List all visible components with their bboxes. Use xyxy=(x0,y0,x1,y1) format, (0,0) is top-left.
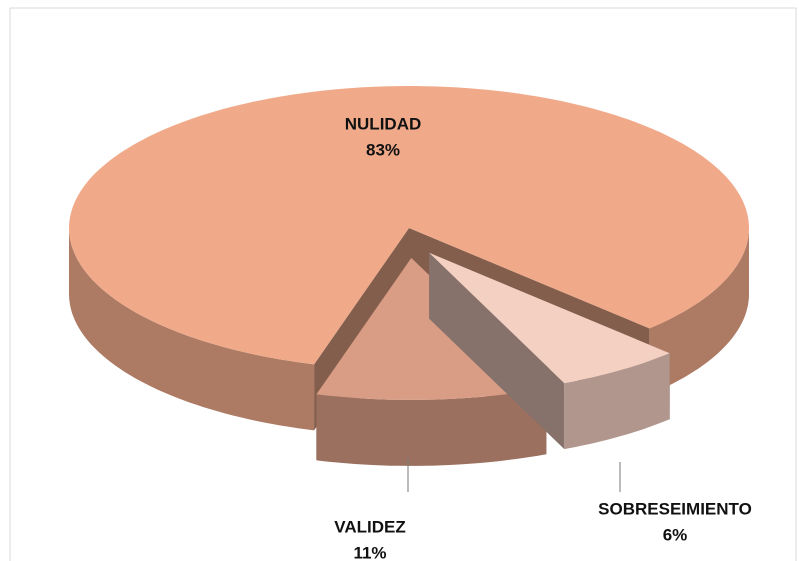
slice-wall xyxy=(69,228,315,431)
data-label-value: 6% xyxy=(663,525,688,544)
slice-wall xyxy=(316,388,547,466)
data-label-name: VALIDEZ xyxy=(334,517,405,536)
slice xyxy=(429,252,670,384)
data-label-value: 83% xyxy=(366,140,400,159)
data-label-name: NULIDAD xyxy=(345,114,422,133)
slice-wall xyxy=(564,353,670,450)
data-label-name: SOBRESEIMIENTO xyxy=(598,499,752,518)
slice xyxy=(69,86,749,365)
slice-wall xyxy=(649,228,749,395)
chart-frame xyxy=(9,7,797,561)
slice-side xyxy=(429,252,565,450)
data-label-value: 11% xyxy=(353,543,386,561)
